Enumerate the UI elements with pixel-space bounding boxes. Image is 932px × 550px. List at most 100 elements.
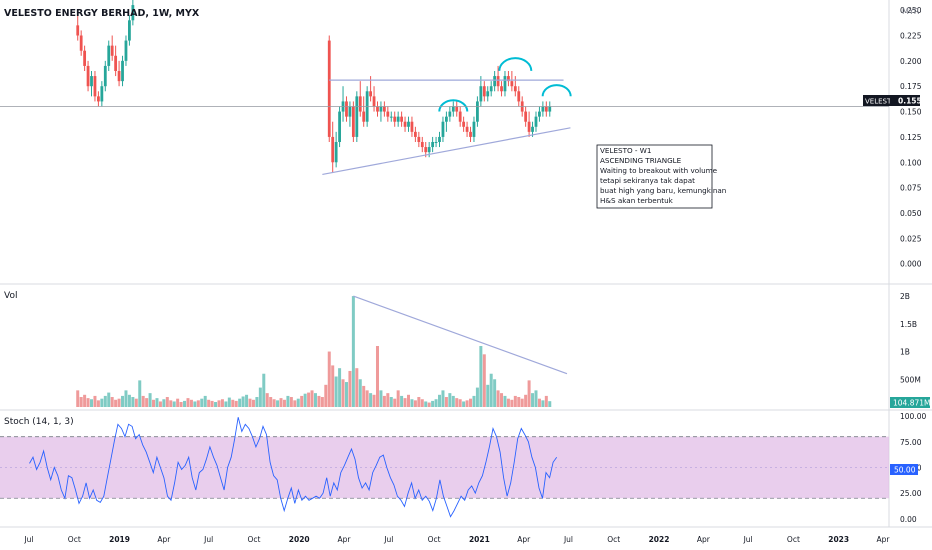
volume-bar [251,399,255,407]
volume-bar [369,393,373,407]
time-tick-label: Apr [517,535,531,544]
volume-bar [114,399,118,407]
volume-bar [324,384,328,407]
currency-label: MYR [902,7,920,16]
price-tick-label: 0.100 [900,158,922,167]
candle [544,101,548,117]
stoch-title: Stoch (14, 1, 3) [4,417,74,427]
time-tick-label: Jul [743,535,753,544]
last-price-value: 0.155 [898,97,922,106]
volume-bar [544,395,548,407]
candle [469,126,472,142]
volume-bar [537,398,541,407]
volume-bar [448,393,452,407]
time-tick-label: Jul [563,535,573,544]
volume-bar [469,398,473,407]
volume-bar [131,397,135,407]
volume-bar [472,395,476,407]
trendline-support [322,127,571,176]
candle [327,35,331,142]
volume-bar [520,398,524,407]
volume-bar [245,394,249,407]
candle [93,71,97,102]
volume-bar [410,399,414,407]
volume-bar [503,395,507,407]
candle [431,136,435,153]
hs-arc-right-shoulder [541,84,572,97]
time-tick-label: Oct [428,535,441,544]
volume-bar [172,401,176,407]
volume-bar [434,399,438,407]
annotation-line-5: buat high yang baru, kemungkinan [600,186,726,195]
volume-bar [475,387,479,407]
volume-bar [424,401,428,407]
candle [372,86,376,112]
volume-tick-label: 500M [900,375,921,384]
volume-tick-label: 1.5B [900,320,917,329]
time-tick-label: Apr [157,535,171,544]
volume-bar [127,394,131,407]
last-price-label: VELESTO 0.155 [863,95,922,106]
volume-bar [155,398,159,407]
stoch-line [29,417,558,518]
candle [482,81,486,102]
annotation-frame [596,144,713,209]
volume-bar [300,395,304,407]
stoch-last-label: 50.00 [890,464,918,475]
volume-bar [417,397,421,407]
candle [500,81,503,97]
volume-bar [462,401,466,407]
price-tick-label: 0.175 [900,82,922,91]
volume-bar [93,395,97,407]
candle [472,116,476,142]
volume-bar [272,399,276,407]
time-tick-label: Jul [383,535,393,544]
stoch-last-bg [890,464,918,475]
volume-bar [193,401,197,407]
last-price-symbol-bg [863,95,890,106]
volume-bar [220,399,224,407]
stoch-tick-label: 75.00 [900,438,922,447]
time-tick-label: Apr [697,535,711,544]
volume-bar [510,399,514,407]
volume-bar [513,395,517,407]
volume-bar [338,368,342,407]
annotation-line-2: ASCENDING TRIANGLE [600,156,682,165]
candle [97,91,100,107]
price-tick-label: 0.125 [900,133,922,142]
candle [131,0,135,26]
volume-bar [344,382,348,407]
candle [486,86,490,102]
time-tick-label: 2023 [828,535,849,544]
volume-bar [341,379,345,407]
candle [479,76,483,107]
candle [524,106,528,127]
volume-bar [79,397,83,407]
volume-bar [431,400,435,407]
volume-bar [496,390,500,407]
volume-bar [293,400,297,407]
time-tick-label: Apr [338,535,352,544]
volume-bar [310,390,314,407]
hs-arc-left-shoulder [438,99,469,112]
candle [358,81,362,117]
volume-bar [386,393,390,407]
candle [548,101,552,117]
volume-bar [438,394,442,407]
candle [503,71,507,97]
candle [420,136,424,153]
volume-bar [152,399,156,407]
candle [376,101,379,117]
annotation-box: VELESTO - W1 ASCENDING TRIANGLE Waiting … [596,144,726,209]
volume-bar [365,390,369,407]
candle [517,86,521,107]
volume-bar [317,395,321,407]
time-tick-label: Jul [23,535,33,544]
volume-bar [186,398,190,407]
time-tick-label: Oct [607,535,620,544]
volume-title: Vol [4,291,17,301]
candle [117,60,121,87]
volume-trendline [353,295,568,375]
volume-bar [241,396,245,407]
